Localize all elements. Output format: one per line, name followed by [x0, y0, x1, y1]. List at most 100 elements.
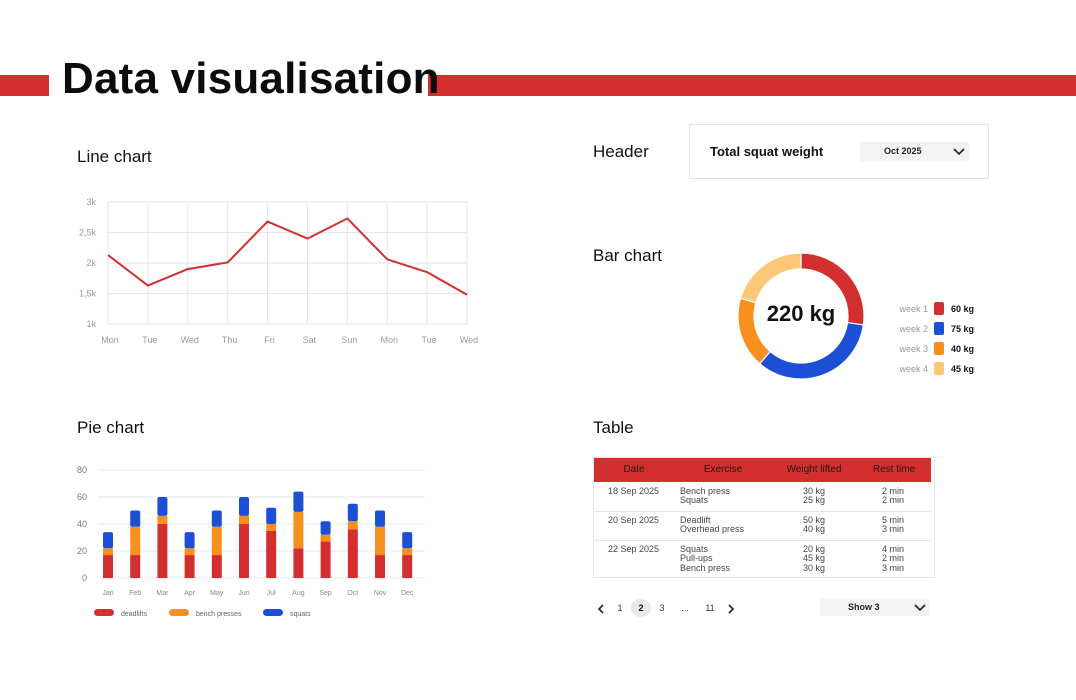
bar-segment-bench-presses — [130, 526, 141, 556]
table-header: Date Exercise Weight lifted Rest time — [594, 458, 931, 482]
bar-segment-squats — [375, 510, 385, 527]
y-tick-label: 1k — [86, 319, 96, 329]
legend-value: 75 kg — [951, 324, 975, 334]
legend-swatch — [934, 362, 944, 375]
cell-exercise: Deadlift — [680, 515, 711, 525]
cell-weight: 20 kg — [802, 544, 826, 554]
chevron-right-icon[interactable] — [725, 602, 737, 614]
cell-exercise: Pull-ups — [680, 553, 713, 564]
bar-segment-deadlifts — [402, 555, 413, 578]
bar-segment-deadlifts — [293, 548, 304, 578]
legend-swatch — [934, 322, 944, 335]
legend-item: week 4 45 kg — [880, 362, 990, 376]
cell-weight: 45 kg — [802, 553, 826, 564]
cell-exercise: Squats — [680, 495, 709, 506]
page-button[interactable]: 1 — [617, 603, 623, 613]
x-tick-label: Jun — [238, 590, 249, 597]
data-table: Date Exercise Weight lifted Rest time 18… — [593, 457, 935, 578]
bar-segment-deadlifts — [157, 524, 168, 578]
chevron-left-icon[interactable] — [595, 602, 607, 614]
donut-slice — [739, 252, 802, 304]
rows-per-page-value: Show 3 — [848, 602, 880, 612]
cell-exercise: Squats — [680, 544, 709, 554]
bar-segment-squats — [103, 532, 113, 549]
bar-segment-deadlifts — [266, 530, 277, 578]
legend-value: 40 kg — [951, 344, 975, 354]
pagination: 1 2 3 ... 11 — [593, 599, 753, 617]
bar-chart-label: Bar chart — [593, 246, 662, 265]
cell-weight: 25 kg — [802, 495, 826, 506]
bar-segment-squats — [293, 491, 304, 512]
legend-swatch — [94, 609, 114, 616]
cell-date: 20 Sep 2025 — [608, 515, 660, 525]
x-tick-label: Sat — [303, 335, 317, 345]
bar-segment-deadlifts — [375, 555, 385, 578]
x-tick-label: Fri — [264, 335, 275, 345]
bar-segment-deadlifts — [130, 555, 141, 578]
x-tick-label: Mar — [156, 590, 169, 597]
y-tick-label: 0 — [82, 573, 87, 583]
donut-chart — [737, 252, 865, 380]
bar-segment-bench-presses — [184, 548, 195, 556]
bar-segment-squats — [347, 503, 358, 522]
table-row[interactable]: 20 Sep 2025 Deadlift Overhead press 50 k… — [594, 515, 931, 541]
cell-rest: 2 min — [881, 486, 904, 496]
bar-segment-bench-presses — [375, 526, 385, 556]
y-tick-label: 1,5k — [79, 289, 97, 299]
bar-segment-squats — [402, 532, 413, 549]
bar-segment-bench-presses — [211, 526, 222, 556]
legend-swatch — [263, 609, 283, 616]
cell-rest: 2 min — [881, 553, 904, 564]
bar-segment-deadlifts — [347, 529, 358, 578]
legend-item: week 2 75 kg — [880, 322, 990, 336]
column-header-rest[interactable]: Rest time — [872, 464, 916, 475]
cell-exercise: Bench press — [680, 486, 731, 496]
cell-weight: 40 kg — [802, 524, 826, 535]
legend-label: deadlifts — [121, 611, 148, 618]
bar-segment-squats — [211, 510, 222, 527]
table-row[interactable]: 22 Sep 2025 Squats Pull-ups Bench press … — [594, 544, 931, 575]
bar-segment-deadlifts — [239, 524, 249, 578]
x-tick-label: Aug — [292, 590, 305, 597]
page-button-active[interactable]: 2 — [631, 599, 651, 617]
bar-segment-bench-presses — [103, 548, 113, 556]
legend-week: week 3 — [899, 344, 928, 354]
x-tick-label: Sun — [341, 335, 357, 345]
x-tick-label: Mon — [101, 335, 119, 345]
x-tick-label: Mon — [380, 335, 398, 345]
bar-segment-bench-presses — [239, 515, 249, 524]
x-tick-label: Feb — [129, 590, 141, 597]
x-tick-label: Jul — [267, 590, 276, 597]
legend-item: week 1 60 kg — [880, 302, 990, 316]
page-ellipsis: ... — [681, 603, 689, 613]
legend-label: bench presses — [196, 611, 242, 618]
x-tick-label: Jan — [102, 590, 113, 597]
bar-segment-bench-presses — [320, 534, 331, 542]
page-button[interactable]: 11 — [705, 603, 715, 613]
x-tick-label: Sep — [319, 590, 332, 597]
title-accent-bar-left — [0, 75, 49, 96]
column-header-exercise[interactable]: Exercise — [703, 464, 743, 475]
column-header-weight[interactable]: Weight lifted — [786, 464, 842, 475]
cell-exercise: Overhead press — [680, 524, 745, 535]
table-label: Table — [593, 418, 634, 437]
cell-rest: 3 min — [881, 524, 904, 535]
line-chart-label: Line chart — [77, 147, 152, 166]
bar-segment-squats — [130, 510, 141, 527]
cell-weight: 30 kg — [802, 562, 826, 573]
column-header-date[interactable]: Date — [623, 464, 645, 475]
x-tick-label: May — [210, 590, 224, 597]
x-tick-label: Nov — [374, 590, 387, 597]
legend-item: week 3 40 kg — [880, 342, 990, 356]
page-button[interactable]: 3 — [659, 603, 665, 613]
rows-per-page-select[interactable]: Show 3 — [820, 599, 929, 616]
table-row[interactable]: 18 Sep 2025 Bench press Squats 30 kg 25 … — [594, 486, 931, 512]
cell-date: 18 Sep 2025 — [608, 486, 660, 496]
legend-swatch — [934, 302, 944, 315]
legend-value: 45 kg — [951, 364, 975, 374]
legend-value: 60 kg — [951, 304, 975, 314]
month-select[interactable]: Oct 2025 — [860, 142, 969, 161]
donut-slice — [758, 322, 865, 380]
legend-week: week 2 — [899, 324, 928, 334]
bar-segment-bench-presses — [293, 511, 304, 549]
